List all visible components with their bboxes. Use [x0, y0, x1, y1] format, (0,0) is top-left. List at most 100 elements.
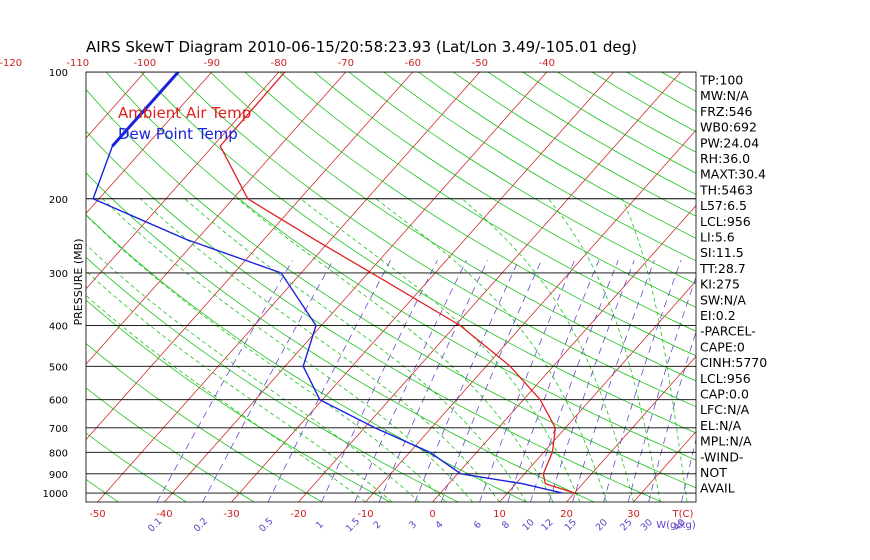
pressure-tick-label: 400	[49, 322, 68, 333]
mixing-ratio-label: 4	[433, 519, 445, 531]
mixing-ratio-line	[530, 260, 619, 502]
moist-adiabat-line	[300, 198, 581, 502]
pressure-tick-label: 700	[49, 424, 68, 435]
mixing-ratio-label: 20	[594, 517, 610, 533]
index-label: PW:24.04	[700, 135, 759, 150]
dry-adiabat-line	[175, 72, 696, 408]
mixing-ratio-line	[202, 260, 334, 502]
mixing-ratio-line	[507, 260, 600, 502]
index-label: CINH:5770	[700, 355, 767, 370]
moist-adiabat-line	[102, 198, 473, 502]
bottom-temp-tick-label: -20	[290, 509, 306, 520]
top-temp-tick-label: -70	[338, 58, 354, 69]
moist-adiabat-line	[86, 214, 447, 502]
mixing-ratio-label: 30	[639, 517, 655, 533]
mixing-ratio-label: 0.5	[257, 516, 275, 534]
index-label: TH:5463	[699, 182, 753, 197]
pressure-tick-label: 300	[49, 269, 68, 280]
mixing-ratio-label: 3	[407, 519, 419, 531]
index-label: CAPE:0	[700, 339, 745, 354]
y-axis-label: PRESSURE (MB)	[72, 239, 85, 326]
bottom-temp-axis: -50 -40 -30 -20 -10 0 10 20 30 T(C)	[89, 509, 693, 520]
dry-adiabat-line	[244, 72, 696, 357]
plot-area	[0, 72, 870, 502]
index-label: AVAIL	[700, 481, 735, 496]
mixing-ratio-label: 1	[314, 519, 326, 531]
dry-adiabat-line	[279, 72, 696, 332]
bottom-temp-tick-label: 30	[627, 509, 640, 520]
index-label: LCL:956	[700, 214, 751, 229]
index-label: EL:N/A	[700, 418, 742, 433]
dew-point-temp-upper-segment	[111, 72, 180, 148]
isotherm-line	[0, 72, 78, 502]
dry-adiabat-line	[140, 72, 696, 434]
dry-adiabat-line	[86, 432, 187, 502]
isotherm-line	[86, 72, 280, 290]
ambient-air-temp-line	[219, 72, 576, 494]
bottom-temp-tick-label: 0	[429, 509, 435, 520]
index-label: MW:N/A	[700, 88, 749, 103]
top-temp-tick-label: -60	[405, 58, 421, 69]
dry-adiabat-line	[487, 72, 696, 195]
index-label: L57:6.5	[700, 198, 747, 213]
pressure-tick-label: 1000	[43, 489, 68, 500]
mixing-ratio-unit-label: W(g/kg)	[656, 520, 696, 531]
index-label: CAP:0.0	[700, 387, 749, 402]
bottom-temp-tick-label: -50	[89, 509, 105, 520]
plot-frame	[85, 71, 697, 503]
mixing-ratio-line	[681, 438, 696, 502]
mixing-ratio-line	[548, 260, 635, 502]
dry-adiabat-line	[86, 172, 595, 502]
legend-dew-point-temp: Dew Point Temp	[118, 125, 238, 143]
index-label: -PARCEL-	[700, 324, 756, 339]
mixing-ratio-line	[156, 260, 293, 502]
isotherm-line	[499, 280, 696, 502]
profile-series	[92, 72, 576, 494]
dry-adiabat-line	[348, 72, 696, 285]
moist-adiabat-line	[86, 294, 366, 502]
isotherm-line	[298, 72, 682, 502]
index-label: LCL:956	[700, 371, 751, 386]
dry-adiabat-line	[86, 214, 527, 502]
mixing-ratio-label: 12	[539, 517, 555, 533]
mixing-ratio-line	[648, 330, 696, 502]
isotherm-line	[97, 72, 481, 502]
isobars	[86, 72, 696, 494]
index-label: NOT	[700, 465, 727, 480]
bottom-temp-tick-label: -30	[223, 509, 239, 520]
moist-adiabat-line	[140, 198, 500, 502]
bottom-temp-tick-label: -10	[357, 509, 373, 520]
moist-adiabat-line	[461, 198, 634, 502]
legend-ambient-air-temp: Ambient Air Temp	[118, 104, 251, 122]
index-label: LFC:N/A	[700, 402, 750, 417]
stability-indices: TP:100MW:N/AFRZ:546WB0:692PW:24.04RH:36.…	[699, 73, 767, 496]
mixing-ratio-label: 6	[472, 519, 484, 531]
pressure-tick-label: 100	[49, 68, 68, 79]
isotherm-line	[768, 72, 870, 502]
top-temp-tick-label: -110	[66, 58, 89, 69]
index-label: RH:36.0	[700, 151, 750, 166]
index-label: SI:11.5	[700, 245, 744, 260]
mixing-ratio-line	[414, 260, 519, 502]
mixing-ratio-label: 0.2	[192, 516, 210, 534]
mixing-ratio-line	[378, 260, 488, 502]
isotherm-line	[0, 72, 11, 502]
dry-adiabat-line	[86, 342, 323, 502]
index-label: SW:N/A	[700, 292, 746, 307]
top-temp-tick-label: -90	[204, 58, 220, 69]
dew-point-temp-line	[92, 72, 563, 494]
pressure-tick-label: 800	[49, 448, 68, 459]
legend: Ambient Air Temp Dew Point Temp	[118, 104, 251, 143]
bottom-temp-tick-label: -40	[156, 509, 172, 520]
index-label: EI:0.2	[700, 308, 736, 323]
top-temp-tick-label: -50	[472, 58, 488, 69]
dry-adiabat-line	[452, 72, 696, 217]
mixing-ratio-line	[354, 260, 467, 502]
moist-adiabat-line	[622, 198, 688, 502]
dry-adiabat-line	[105, 72, 696, 461]
isotherm-line	[566, 355, 696, 502]
mixing-ratio-label: 10	[520, 517, 536, 533]
index-label: MPL:N/A	[700, 434, 752, 449]
mixing-ratio-line	[321, 260, 438, 502]
